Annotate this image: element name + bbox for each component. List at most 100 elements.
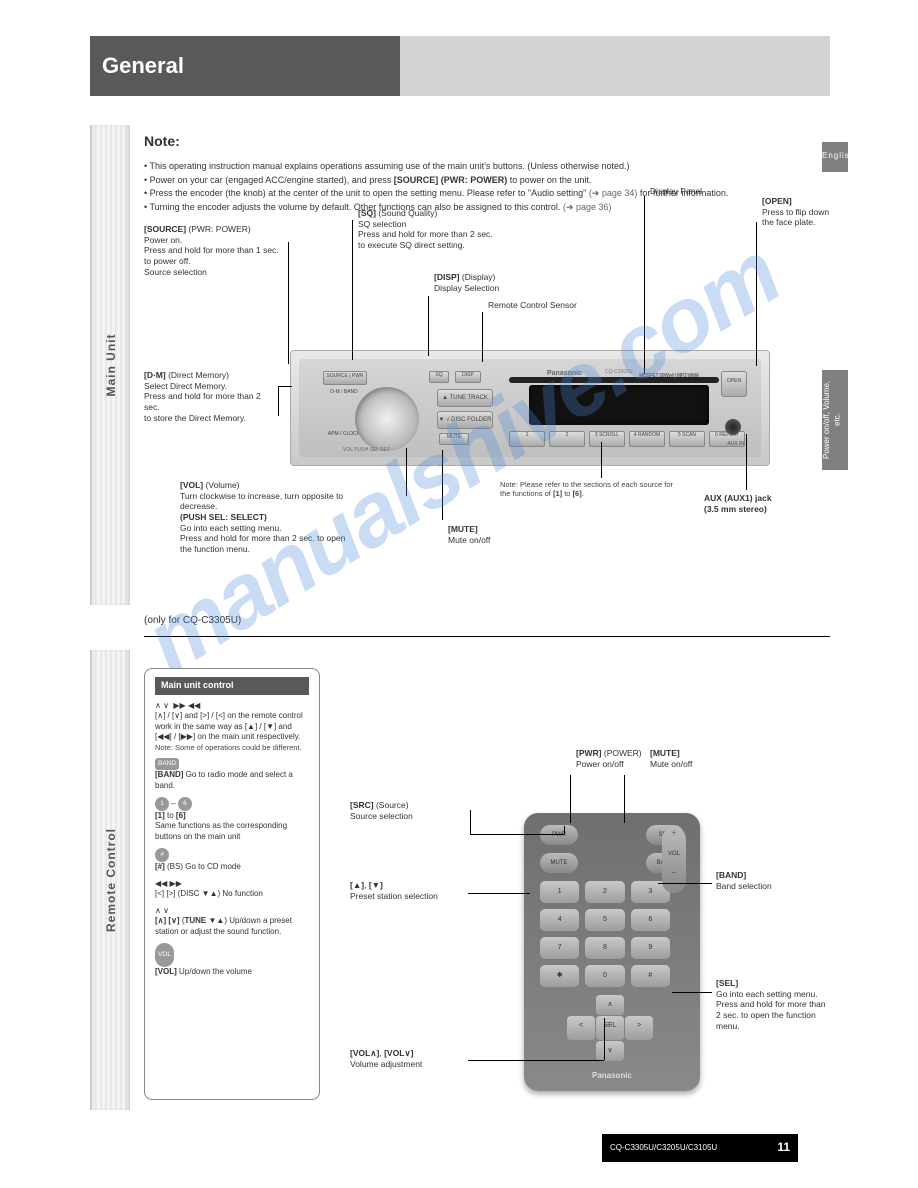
rc-band-btn: BAND bbox=[155, 758, 179, 770]
remote-up[interactable]: ∧ bbox=[596, 995, 624, 1015]
lead-open bbox=[756, 222, 757, 366]
rc-numbers: 1 – 6 [1] to [6]Same functions as the co… bbox=[155, 797, 309, 842]
preset-1[interactable]: 1 bbox=[509, 431, 545, 447]
rc-r1: ∧ ∨ ▶▶ ◀◀ [∧] / [∨] and [>] / [<] on the… bbox=[155, 701, 309, 753]
right-icon: ▶▶ bbox=[173, 701, 185, 711]
stereo-source-btn[interactable]: SOURCE | PWR bbox=[323, 371, 367, 385]
lbl-sensor: Remote Control Sensor bbox=[488, 300, 628, 311]
rc-r1-text: [∧] / [∨] and [>] / [<] on the remote co… bbox=[155, 711, 309, 742]
side-tab-section: Power on/off, Volume, etc. bbox=[822, 370, 848, 470]
vbar-remote-label: Remote Control bbox=[104, 828, 120, 932]
vbar-main-unit: Main Unit bbox=[90, 125, 130, 605]
rc-bs-text: [#] (BS) Go to CD mode bbox=[155, 862, 309, 872]
remote-pwr[interactable]: PWR bbox=[540, 825, 578, 845]
intro-line2: • Power on your car (engaged ACC/engine … bbox=[144, 174, 824, 188]
rc-vol-text: [VOL] Up/down the volume bbox=[155, 967, 309, 977]
remote-key-7[interactable]: 7 bbox=[540, 937, 579, 959]
remote-numpad: 1 2 3 4 5 6 7 8 9 ✱ 0 # bbox=[536, 881, 688, 987]
header-title: General bbox=[90, 36, 400, 96]
rline-vol bbox=[468, 893, 530, 894]
remote-control: PWR SRC MUTE BAND ＋ VOL － 1 2 3 4 5 6 7 … bbox=[524, 813, 700, 1091]
stereo-preset-row: 1 2 3 SCROLL 4 RANDOM 5 SCAN 6 REPEAT bbox=[509, 431, 745, 447]
stereo-aux-jack[interactable] bbox=[725, 419, 741, 435]
rc-num-text: [1] to [6]Same functions as the correspo… bbox=[155, 811, 309, 842]
stereo-open-btn[interactable]: OPEN bbox=[721, 371, 747, 397]
rlbl-vol: [VOL∧], [VOL∨]Volume adjustment bbox=[350, 1048, 500, 1069]
lbl-disp: [DISP] (Display)Display Selection bbox=[434, 272, 554, 293]
remote-key-1[interactable]: 1 bbox=[540, 881, 579, 903]
remote-mute[interactable]: MUTE bbox=[540, 853, 578, 873]
remote-key-2[interactable]: 2 bbox=[585, 881, 624, 903]
remote-brand: Panasonic bbox=[524, 1071, 700, 1081]
stereo-display bbox=[529, 385, 709, 425]
rc-tune: ∧ ∨ [∧] [∨] (TUNE ▼▲) Up/down a preset s… bbox=[155, 906, 309, 937]
lead-disp bbox=[428, 296, 429, 356]
rc-num-icon: 1 bbox=[155, 797, 169, 811]
rc-bs: # [#] (BS) Go to CD mode bbox=[155, 848, 309, 872]
vbar-main-label: Main Unit bbox=[104, 334, 120, 397]
rc-tune-text: [∧] [∨] (TUNE ▼▲) Up/down a preset stati… bbox=[155, 916, 309, 937]
remote-left[interactable]: < bbox=[567, 1016, 595, 1040]
side-tab-text: Power on/off, Volume, etc. bbox=[822, 370, 848, 470]
stereo-mp3wma: MOSFET 50Wx4 | MP3 WMA bbox=[639, 373, 699, 380]
rlbl-band: [BAND]Band selection bbox=[716, 870, 836, 891]
lead-mute bbox=[442, 450, 443, 520]
remote-instructions-card: Main unit control ∧ ∨ ▶▶ ◀◀ [∧] / [∨] an… bbox=[144, 668, 320, 1100]
rc-band: BAND [BAND] Go to radio mode and select … bbox=[155, 758, 309, 791]
lbl-open: [OPEN]Press to flip down the face plate. bbox=[762, 196, 832, 228]
tune-up-icon: ∧ bbox=[155, 906, 161, 916]
remote-key-8[interactable]: 8 bbox=[585, 937, 624, 959]
rline-volbot-v bbox=[604, 1018, 605, 1060]
stereo-volume-knob[interactable] bbox=[355, 387, 419, 451]
intro-line1: • This operating instruction manual expl… bbox=[144, 160, 824, 174]
footer-models: CQ-C3305U/C3205U/C3105U bbox=[610, 1143, 717, 1153]
preset-2[interactable]: 2 bbox=[549, 431, 585, 447]
stereo-sq-btn[interactable]: SQ bbox=[429, 371, 449, 383]
remote-down[interactable]: ∨ bbox=[596, 1041, 624, 1061]
rline-mute bbox=[624, 775, 625, 823]
preset-5[interactable]: 5 SCAN bbox=[669, 431, 705, 447]
stereo-tune-dn[interactable]: ▼ √ DISC FOLDER bbox=[437, 411, 493, 429]
rline-pwr bbox=[570, 775, 571, 823]
lbl-display-panel: Display Panel bbox=[650, 186, 750, 197]
rc-disc-text: [<] [>] (DISC ▼▲) No function bbox=[155, 889, 309, 899]
lead-display bbox=[644, 196, 645, 374]
stereo-mute-btn[interactable]: MUTE bbox=[439, 433, 469, 445]
rlbl-src: [SRC] (Source)Source selection bbox=[350, 800, 470, 821]
remote-key-hash[interactable]: # bbox=[631, 965, 670, 987]
down-icon: ∨ bbox=[163, 701, 169, 711]
rc-disc: ◀◀ ▶▶ [<] [>] (DISC ▼▲) No function bbox=[155, 879, 309, 900]
remote-sel[interactable]: SEL bbox=[596, 1016, 624, 1040]
remote-key-star[interactable]: ✱ bbox=[540, 965, 579, 987]
lead-note bbox=[601, 442, 602, 478]
lbl-sq: [SQ] (Sound Quality)SQ selectionPress an… bbox=[358, 208, 558, 251]
remote-key-4[interactable]: 4 bbox=[540, 909, 579, 931]
rlbl-volup: [▲], [▼]Preset station selection bbox=[350, 880, 500, 901]
rline1a bbox=[564, 826, 565, 834]
lead-dm-h bbox=[278, 386, 292, 387]
rc-vol: VOL [VOL] Up/down the volume bbox=[155, 943, 309, 977]
remote-key-6[interactable]: 6 bbox=[631, 909, 670, 931]
remote-key-0[interactable]: 0 bbox=[585, 965, 624, 987]
rc-band-text: [BAND] Go to radio mode and select a ban… bbox=[155, 770, 309, 791]
stereo-band-btn[interactable]: D·M / BAND bbox=[323, 389, 365, 401]
disc-right-icon: ▶▶ bbox=[170, 879, 182, 889]
header: General bbox=[90, 36, 830, 96]
lbl-volsel: [VOL] (Volume)Turn clockwise to increase… bbox=[180, 480, 400, 554]
header-spacer bbox=[400, 36, 830, 96]
stereo-tune-up[interactable]: ▲ TUNE TRACK bbox=[437, 389, 493, 407]
section-remote-heading: (only for CQ-C3305U) bbox=[144, 614, 241, 627]
lead-dm bbox=[278, 386, 279, 416]
remote-dpad: ∧ < SEL > ∨ bbox=[567, 995, 657, 1061]
stereo-vol-label: VOL PUSH SEL SET bbox=[343, 447, 390, 454]
lbl-preset-note: Note: Please refer to the sections of ea… bbox=[500, 480, 780, 499]
stereo-brand: Panasonic bbox=[547, 369, 582, 378]
stereo-disp-btn[interactable]: DISP bbox=[455, 371, 481, 383]
remote-card-title: Main unit control bbox=[155, 677, 309, 695]
preset-4[interactable]: 4 RANDOM bbox=[629, 431, 665, 447]
remote-key-5[interactable]: 5 bbox=[585, 909, 624, 931]
remote-key-9[interactable]: 9 bbox=[631, 937, 670, 959]
preset-3[interactable]: 3 SCROLL bbox=[589, 431, 625, 447]
rline-band bbox=[658, 883, 712, 884]
remote-right[interactable]: > bbox=[625, 1016, 653, 1040]
